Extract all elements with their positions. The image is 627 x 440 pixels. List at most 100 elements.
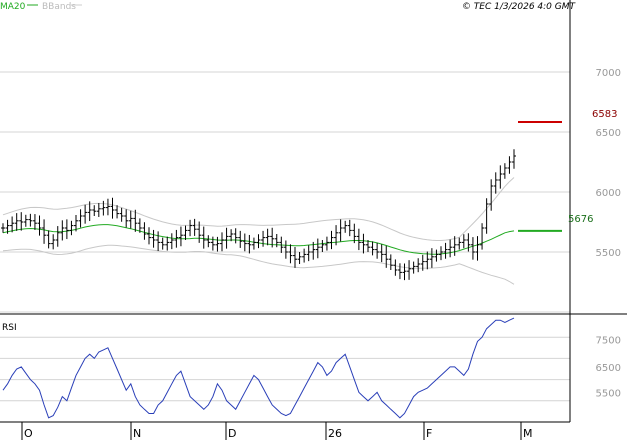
- ohlc-bar: [311, 241, 316, 260]
- ohlc-bar: [128, 210, 133, 229]
- ohlc-bar: [10, 216, 15, 233]
- ohlc-bar: [165, 236, 170, 251]
- ohlc-bar: [160, 237, 165, 250]
- ohlc-bar: [46, 230, 51, 249]
- x-tick-label: F: [426, 427, 432, 440]
- ohlc-bar: [147, 227, 151, 245]
- ohlc-bar: [69, 220, 74, 236]
- ohlc-bar: [489, 179, 494, 211]
- x-tick-label: D: [228, 427, 236, 440]
- ohlc-bar: [343, 220, 348, 233]
- ohlc-bar: [119, 207, 124, 222]
- ohlc-bar: [366, 240, 370, 252]
- ohlc-bar: [188, 219, 193, 237]
- ohlc-bar: [197, 221, 202, 243]
- ohlc-bar: [429, 248, 434, 268]
- price-tick-label: 6500: [596, 128, 621, 139]
- ohlc-bar: [279, 236, 284, 253]
- ohlc-bar: [274, 234, 279, 248]
- ohlc-bar: [370, 241, 375, 256]
- ohlc-bar: [493, 172, 498, 194]
- ohlc-bar: [288, 244, 293, 264]
- ohlc-bar: [407, 260, 412, 280]
- ohlc-bar: [137, 218, 142, 233]
- ohlc-bar: [242, 233, 247, 252]
- ohlc-bar: [402, 263, 407, 281]
- ohlc-bar: [201, 226, 206, 249]
- ohlc-bar: [247, 234, 252, 254]
- ohlc-bar: [78, 209, 83, 228]
- ohlc-bar: [14, 213, 19, 231]
- ohlc-bar: [192, 218, 197, 236]
- x-tick-label: 26: [328, 427, 342, 440]
- ohlc-bar: [124, 209, 129, 228]
- ohlc-bar: [238, 230, 243, 248]
- ohlc-bar: [92, 205, 97, 216]
- ohlc-bar: [443, 242, 448, 259]
- ohlc-bar: [375, 242, 380, 259]
- ohlc-bar: [356, 228, 361, 251]
- ohlc-bar: [28, 213, 33, 227]
- ohlc-bar: [352, 223, 357, 244]
- rsi-gridlines: 5500 6500 7500: [0, 335, 621, 402]
- ohlc-bar: [256, 234, 261, 249]
- ohlc-bar: [265, 228, 270, 246]
- ohlc-bar: [320, 240, 325, 252]
- ohlc-bar: [87, 201, 92, 222]
- ohlc-bar: [183, 225, 188, 240]
- bband-lower: [2, 244, 515, 285]
- panel-frame: [0, 0, 627, 423]
- rsi-tick-label: 6500: [596, 363, 621, 374]
- ma-value-label: 5676: [568, 214, 593, 225]
- price-tick-label: 6000: [596, 188, 621, 199]
- ohlc-bar: [233, 228, 238, 244]
- ohlc-bar: [270, 227, 275, 248]
- ohlc-bar: [210, 236, 215, 251]
- ohlc-bar: [338, 219, 343, 242]
- ohlc-bar: [475, 236, 480, 261]
- bband-upper: [2, 177, 515, 241]
- price-gridlines: 5500 6000 6500 7000: [0, 68, 621, 313]
- ohlc-bar: [507, 156, 512, 174]
- ohlc-bar: [74, 215, 78, 232]
- ohlc-bar: [425, 251, 430, 270]
- ohlc-bar: [302, 248, 307, 263]
- ohlc-bar: [37, 215, 42, 236]
- rsi-tick-label: 5500: [596, 388, 621, 399]
- ohlc-bar: [115, 205, 120, 219]
- ohlc-bar: [397, 263, 402, 280]
- ohlc-bar: [220, 232, 224, 252]
- rsi-tick-label: 7500: [596, 335, 621, 346]
- ohlc-bar: [324, 236, 329, 251]
- ohlc-bar: [457, 237, 462, 250]
- ohlc-bar: [480, 223, 485, 250]
- ohlc-bar: [434, 249, 439, 262]
- ohlc-bar: [229, 229, 234, 242]
- ohlc-bar: [416, 258, 421, 273]
- ohlc-bar: [384, 245, 389, 268]
- x-tick-label: O: [24, 427, 33, 440]
- ohlc-bar: [388, 254, 393, 270]
- ohlc-bar: [110, 197, 115, 219]
- ohlc-bar: [169, 233, 174, 250]
- ohlc-bar: [206, 235, 211, 248]
- ohlc-bar: [156, 231, 161, 252]
- ohlc-bar: [411, 261, 416, 274]
- ohlc-bar: [393, 259, 398, 276]
- ohlc-bar: [5, 219, 10, 234]
- ohlc-bar: [439, 246, 443, 261]
- ohlc-bar: [379, 244, 384, 263]
- ohlc-bar: [334, 225, 339, 246]
- rsi-path: [2, 317, 515, 419]
- legend-ma20: MA20: [0, 2, 26, 12]
- ohlc-bar: [64, 219, 69, 240]
- ohlc-bar: [512, 149, 516, 169]
- bollinger-bands: [2, 177, 515, 285]
- last-price-label: 6583: [592, 109, 617, 120]
- ohlc-bar: [1, 223, 5, 233]
- ohlc-bar: [251, 237, 256, 250]
- ohlc-bar: [23, 214, 28, 227]
- ohlc-bar: [224, 227, 229, 249]
- ohlc-bar: [55, 226, 60, 247]
